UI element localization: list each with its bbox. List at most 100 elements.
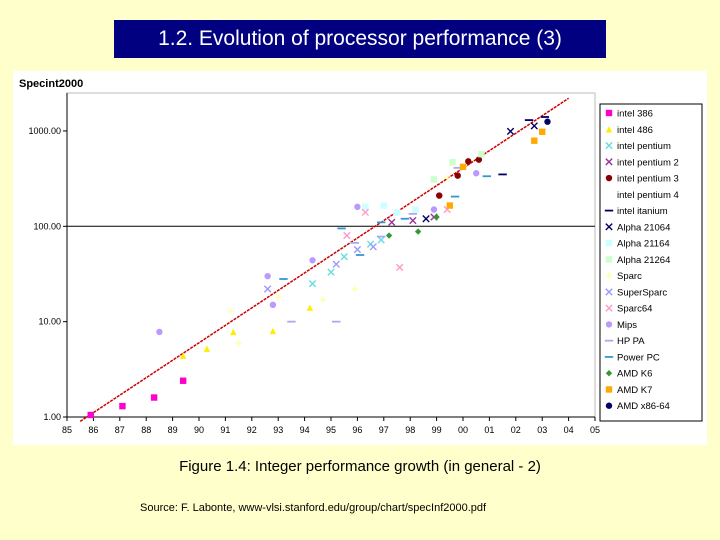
point-intel-486 <box>203 345 211 352</box>
x-tick-label: 05 <box>590 425 600 435</box>
slide-title: 1.2. Evolution of processor performance … <box>114 20 606 58</box>
point-intel-486 <box>269 327 277 335</box>
point-mips <box>354 203 361 211</box>
point-mips <box>473 170 480 177</box>
point-sparc <box>319 296 327 303</box>
legend-label-mips: Mips <box>617 320 637 331</box>
legend-label-sparc64: Sparc64 <box>617 304 652 315</box>
legend-marker-amd-k6 <box>605 370 613 377</box>
point-alpha-21164 <box>393 209 401 216</box>
legend-marker-sparc64 <box>605 304 613 312</box>
legend-label-hp-pa: HP PA <box>617 336 645 347</box>
y-axis-label: Specint2000 <box>19 78 83 90</box>
x-tick-label: 92 <box>247 425 257 435</box>
point-mips <box>156 328 163 336</box>
point-mips <box>430 206 438 213</box>
legend-label-alpha-21264: Alpha 21264 <box>617 255 670 266</box>
y-tick-label: 1000.00 <box>28 126 61 136</box>
legend-marker-intel-pentium-2 <box>605 158 613 166</box>
x-tick-label: 02 <box>511 425 521 435</box>
point-sparc <box>275 294 282 301</box>
point-alpha-21064 <box>422 215 430 223</box>
legend-label-intel-pentium: intel pentium <box>617 141 671 152</box>
scatter-chart: Specint2000 1.00 10.00 100.00 1000.00 85 86 87… <box>19 78 703 435</box>
point-amd-k7 <box>446 202 453 209</box>
axis-layer: 1.00 10.00 100.00 1000.00 85 86 87 88 89 90 91 92 93… <box>28 93 600 435</box>
legend-label-amd-k6: AMD K6 <box>617 369 652 380</box>
point-intel-386 <box>150 394 158 401</box>
point-intel-pentium-3 <box>436 192 443 199</box>
point-alpha-21064 <box>530 122 538 130</box>
points-layer <box>87 116 551 419</box>
legend: intel 386 intel 486 intel pentium intel pen… <box>599 103 703 422</box>
point-intel-386 <box>179 377 187 384</box>
legend-marker-alpha-21064 <box>605 223 613 231</box>
legend-label-intel-pentium-3: intel pentium 3 <box>617 174 679 185</box>
legend-marker-intel-pentium <box>605 141 613 150</box>
x-tick-label: 94 <box>300 425 310 435</box>
legend-label-supersparc: SuperSparc <box>617 287 667 298</box>
x-tick-label: 96 <box>352 425 362 435</box>
point-amd-k6 <box>385 232 393 239</box>
x-tick-label: 87 <box>115 425 125 435</box>
x-tick-label: 95 <box>326 425 336 435</box>
point-mips <box>269 301 277 309</box>
x-tick-label: 86 <box>88 425 98 435</box>
legend-box <box>599 103 703 422</box>
point-intel-pentium-3 <box>465 158 472 165</box>
point-sparc64 <box>361 208 370 217</box>
legend-label-intel-itanium: intel itanium <box>617 206 668 217</box>
legend-label-intel-pentium-4: intel pentium 4 <box>617 190 679 201</box>
point-intel-pentium-3 <box>454 172 461 179</box>
legend-marker-amd-x86-64 <box>605 402 613 409</box>
point-sparc <box>351 285 358 293</box>
point-intel-pentium <box>308 280 317 288</box>
point-alpha-21164 <box>412 206 419 213</box>
legend-label-alpha-21164: Alpha 21164 <box>617 239 670 250</box>
y-tick-label: 100.00 <box>33 221 61 231</box>
legend-marker-mips <box>605 321 613 328</box>
x-tick-label: 89 <box>168 425 178 435</box>
legend-label-amd-k7: AMD K7 <box>617 385 652 396</box>
point-intel-pentium <box>377 236 385 244</box>
point-amd-k7 <box>459 163 467 171</box>
legend-label-sparc: Sparc <box>617 271 642 282</box>
point-sparc <box>443 174 451 182</box>
point-mips <box>264 272 271 280</box>
point-intel-pentium <box>327 268 335 276</box>
point-amd-k7 <box>531 137 538 144</box>
legend-marker-alpha-21264 <box>605 256 613 263</box>
legend-marker-sparc <box>605 272 613 279</box>
point-amd-x86-64 <box>544 118 551 125</box>
point-supersparc <box>369 243 377 251</box>
legend-label-alpha-21064: Alpha 21064 <box>617 222 670 233</box>
point-sparc64 <box>343 231 351 240</box>
point-mips <box>309 257 316 264</box>
point-intel-386 <box>87 411 94 419</box>
x-tick-label: 98 <box>405 425 415 435</box>
legend-marker-intel-386 <box>605 109 613 117</box>
legend-marker-supersparc <box>605 288 613 296</box>
point-alpha-21264 <box>478 151 485 158</box>
legend-label-amd-x86-64: AMD x86-64 <box>617 401 670 412</box>
y-tick-label: 10.00 <box>38 317 61 327</box>
y-tick-label: 1.00 <box>43 412 61 422</box>
figure-caption: Figure 1.4: Integer performance growth (… <box>179 458 541 475</box>
x-tick-label: 97 <box>379 425 389 435</box>
x-tick-label: 01 <box>484 425 494 435</box>
legend-label-power-pc: Power PC <box>617 352 660 363</box>
point-supersparc <box>332 260 340 268</box>
x-tick-label: 85 <box>62 425 72 435</box>
legend-label-intel-386: intel 386 <box>617 109 653 120</box>
x-tick-label: 00 <box>458 425 468 435</box>
point-supersparc <box>353 245 362 254</box>
point-sparc <box>235 339 242 347</box>
x-tick-label: 99 <box>432 425 442 435</box>
legend-marker-alpha-21164 <box>605 239 613 247</box>
point-intel-pentium <box>340 252 348 261</box>
point-amd-k6 <box>414 228 422 235</box>
point-amd-k6 <box>433 213 440 221</box>
legend-marker-amd-k7 <box>605 386 613 393</box>
point-alpha-21164 <box>380 202 387 209</box>
point-sparc64 <box>395 263 404 272</box>
